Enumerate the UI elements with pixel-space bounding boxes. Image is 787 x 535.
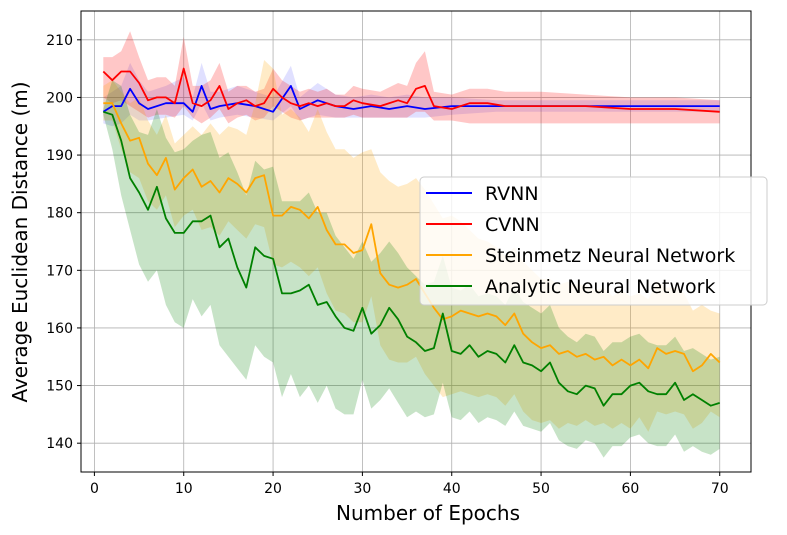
cvnn-band [103,31,720,124]
confidence-bands [103,31,720,458]
legend: RVNN CVNN Steinmetz Neural Network Analytic… [419,176,768,306]
y-tick-label: 160 [46,321,73,337]
y-tick-label: 150 [46,379,73,395]
analytic-neural-network-line [103,110,720,407]
y-axis-ticks: 140 150 160 170 180 190 200 210 [46,33,81,452]
y-tick-label: 170 [46,263,73,279]
legend-label-cvnn: CVNN [485,214,540,236]
x-tick-label: 0 [90,481,99,497]
x-tick-label: 40 [443,481,461,497]
legend-label-analytic-neural-network: Analytic Neural Network [485,276,715,298]
x-tick-label: 50 [532,481,550,497]
rvnn-band [103,62,720,127]
rvnn-line [102,85,720,113]
cvnn-line [102,67,720,113]
y-tick-label: 140 [46,436,73,452]
x-tick-label: 30 [353,481,371,497]
x-tick-label: 70 [711,481,729,497]
legend-box [419,176,768,306]
x-tick-label: 60 [621,481,639,497]
y-tick-label: 180 [46,206,73,222]
analytic-neural-network-band [103,80,720,458]
y-tick-label: 200 [46,90,73,106]
series-lines [102,67,721,407]
legend-label-rvnn: RVNN [485,183,539,205]
y-axis-label: Average Euclidean Distance (m) [8,81,32,402]
y-tick-label: 190 [46,148,73,164]
x-axis-label: Number of Epochs [336,501,520,525]
steinmetz-neural-network-band [103,60,720,432]
x-axis-ticks: 0 10 20 30 40 50 60 70 [90,472,729,497]
legend-label-steinmetz-neural-network: Steinmetz Neural Network [485,245,735,267]
x-tick-label: 10 [175,481,193,497]
x-tick-label: 20 [264,481,282,497]
y-tick-label: 210 [46,33,73,49]
steinmetz-neural-network-line [103,102,721,373]
